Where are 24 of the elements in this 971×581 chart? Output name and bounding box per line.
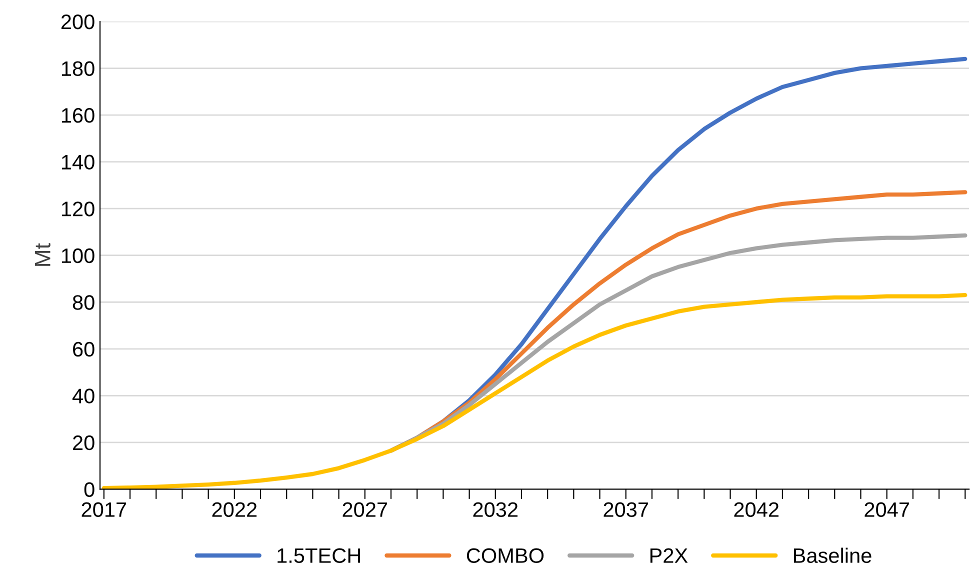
- y-tick-label: 160: [62, 108, 94, 123]
- legend-label: Baseline: [794, 548, 872, 564]
- y-tick-label: 140: [62, 154, 94, 170]
- y-tick-label: 60: [73, 342, 94, 357]
- y-tick-label: 180: [62, 61, 94, 76]
- legend-label: P2X: [650, 548, 688, 563]
- y-tick-label: 80: [72, 295, 94, 310]
- y-axis-title: Mt: [34, 243, 50, 266]
- y-tick-label: 120: [62, 202, 94, 216]
- x-tick-label: 2017: [82, 502, 126, 518]
- y-tick-label: 40: [72, 388, 94, 404]
- x-tick-label: 2037: [604, 502, 648, 518]
- x-tick-label: 2022: [212, 502, 257, 518]
- legend-label: COMBO: [466, 548, 544, 564]
- line-series: [102, 293, 968, 490]
- x-tick-label: 2047: [864, 502, 909, 518]
- x-tick-label: 2027: [342, 502, 388, 518]
- legend-label: 1.5TECH: [278, 548, 360, 564]
- x-tick-label: 2032: [473, 502, 518, 518]
- y-tick-label: 100: [62, 248, 94, 264]
- y-tick-label: 200: [61, 14, 94, 30]
- y-tick-label: 0: [84, 482, 94, 497]
- y-tick-label: 20: [73, 435, 94, 450]
- x-tick-label: 2042: [734, 502, 778, 518]
